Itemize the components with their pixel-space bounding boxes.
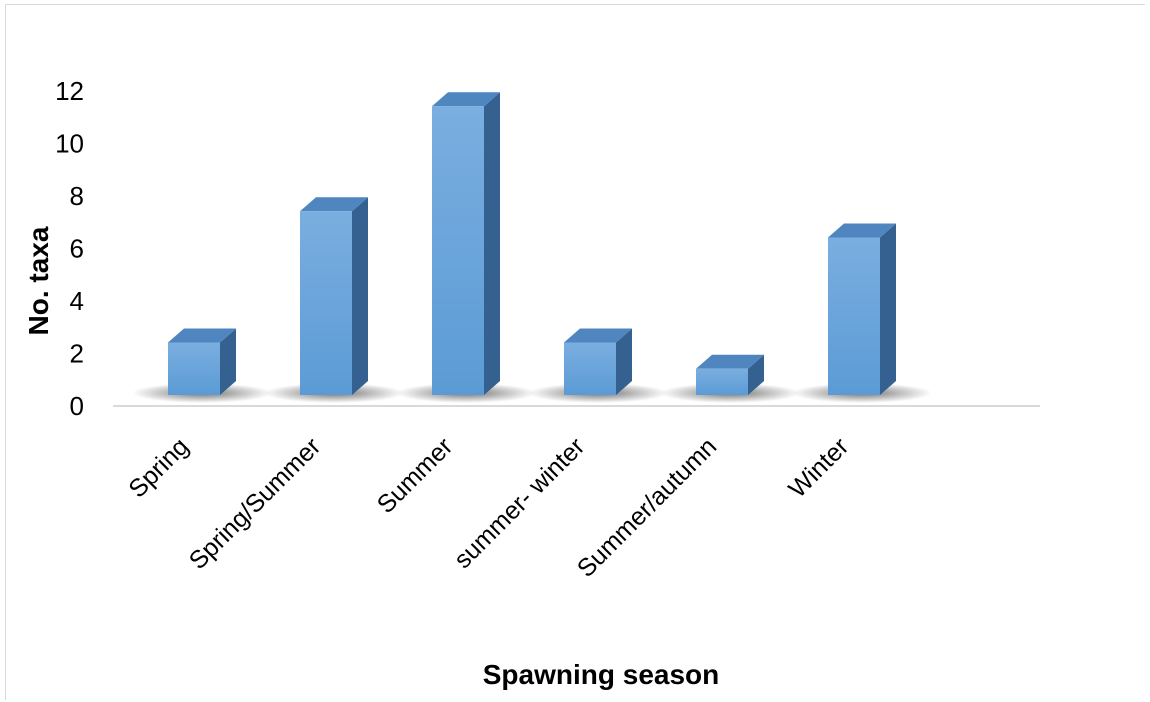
y-axis-title: No. taxa	[23, 226, 54, 335]
bar-front-face	[168, 342, 220, 395]
y-axis-ticks: 0 2 4 6 8 10 12	[55, 76, 84, 421]
bar-top-face	[300, 197, 368, 212]
x-category-label: Summer	[372, 432, 459, 519]
chart-frame	[5, 4, 1145, 700]
x-category-label: Spring/Summer	[184, 432, 327, 575]
x-category-label: Spring	[123, 432, 194, 503]
y-tick-label: 6	[70, 234, 84, 264]
bar	[300, 197, 368, 395]
x-category-label: summer- winter	[449, 432, 591, 574]
bar	[696, 354, 764, 395]
bar-side-face	[616, 328, 632, 395]
bar-shadows	[132, 383, 932, 403]
x-category-label: Summer/autumn	[572, 432, 722, 582]
bar-side-face	[220, 328, 236, 395]
bar	[828, 223, 896, 395]
bar-side-face	[880, 223, 896, 395]
y-tick-label: 12	[55, 76, 84, 106]
bar-front-face	[696, 368, 748, 395]
bar-front-face	[564, 342, 616, 395]
bar-side-face	[748, 354, 764, 395]
bar-side-face	[352, 197, 368, 395]
y-tick-label: 0	[70, 391, 84, 421]
y-tick-label: 8	[70, 181, 84, 211]
x-axis-title: Spawning season	[483, 659, 720, 690]
bar	[168, 328, 236, 395]
bar-front-face	[300, 211, 352, 395]
y-tick-label: 10	[55, 129, 84, 159]
x-category-label: Winter	[783, 432, 854, 503]
bar-front-face	[432, 106, 484, 395]
bar-top-face	[564, 328, 632, 343]
bar-side-face	[484, 92, 500, 395]
bar-top-face	[432, 92, 500, 107]
bar	[432, 92, 500, 395]
bar	[564, 328, 632, 395]
y-tick-label: 2	[70, 339, 84, 369]
bar-front-face	[828, 237, 880, 395]
bar-top-face	[696, 354, 764, 369]
y-tick-label: 4	[70, 286, 84, 316]
bars-group	[168, 92, 896, 395]
bar-top-face	[168, 328, 236, 343]
bar-top-face	[828, 223, 896, 238]
